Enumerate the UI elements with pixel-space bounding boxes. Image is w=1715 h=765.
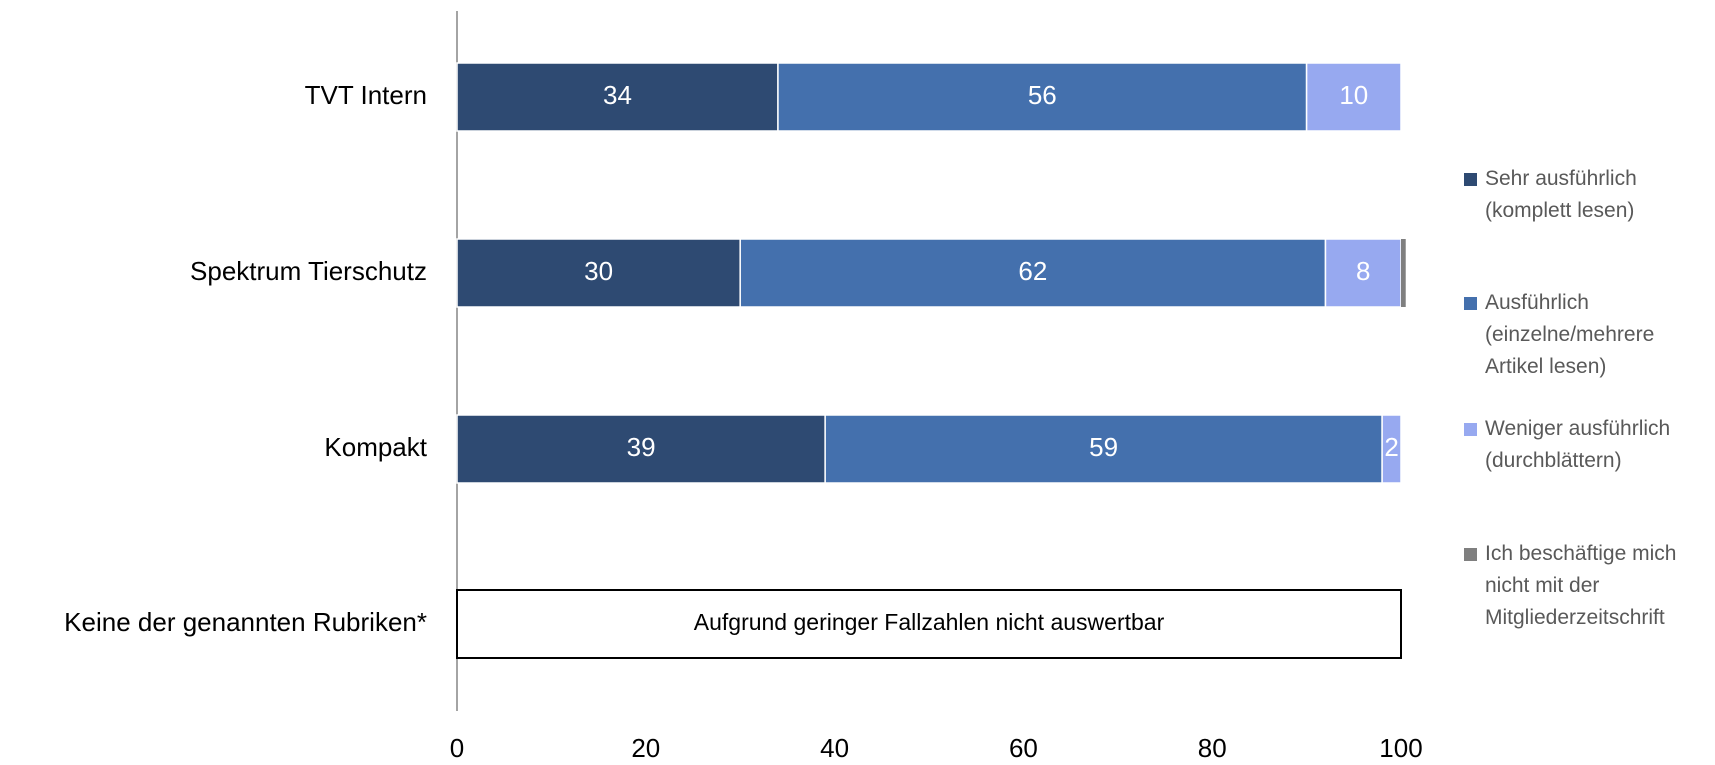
legend-item: Ich beschäftige mich nicht mit der Mitgl… [1464, 538, 1709, 634]
data-label: 2 [1384, 432, 1398, 462]
bar-segment [1305, 62, 1402, 132]
bar-segment [1401, 239, 1406, 307]
data-label: 30 [584, 256, 613, 286]
legend-swatch [1464, 173, 1477, 186]
legend-label: Sehr ausführlich (komplett lesen) [1485, 167, 1637, 222]
data-label: 59 [1089, 432, 1118, 462]
data-label: 34 [603, 80, 632, 110]
category-label: Keine der genannten Rubriken* [64, 607, 427, 637]
bar-segment [1381, 414, 1402, 484]
data-label: 56 [1028, 80, 1057, 110]
x-tick-label: 0 [450, 733, 464, 763]
category-label: TVT Intern [305, 80, 427, 110]
category-label: Kompakt [324, 432, 427, 462]
x-tick-label: 60 [1009, 733, 1038, 763]
legend-swatch [1464, 423, 1477, 436]
legend-swatch [1464, 297, 1477, 310]
data-label: 39 [627, 432, 656, 462]
legend-item: Weniger ausführlich (durchblättern) [1464, 413, 1709, 477]
data-label: 10 [1339, 80, 1368, 110]
bar-segment [824, 414, 1383, 484]
category-label: Spektrum Tierschutz [190, 256, 427, 286]
legend-item: Sehr ausführlich (komplett lesen) [1464, 163, 1709, 227]
bar-segment [1324, 238, 1402, 308]
x-tick-label: 80 [1198, 733, 1227, 763]
annotation-box [456, 589, 1402, 659]
legend-item: Ausführlich (einzelne/mehrere Artikel le… [1464, 287, 1709, 383]
x-tick-label: 20 [631, 733, 660, 763]
bar-segment [777, 62, 1308, 132]
legend-label: Weniger ausführlich (durchblättern) [1485, 417, 1671, 472]
annotation: Aufgrund geringer Fallzahlen nicht auswe… [694, 609, 1165, 635]
x-tick-label: 40 [820, 733, 849, 763]
x-tick-label: 100 [1379, 733, 1422, 763]
legend-swatch [1464, 548, 1477, 561]
data-label: 8 [1356, 256, 1370, 286]
data-label: 62 [1018, 256, 1047, 286]
legend-label: Ausführlich (einzelne/mehrere Artikel le… [1485, 291, 1655, 378]
legend-label: Ich beschäftige mich nicht mit der Mitgl… [1485, 542, 1677, 629]
